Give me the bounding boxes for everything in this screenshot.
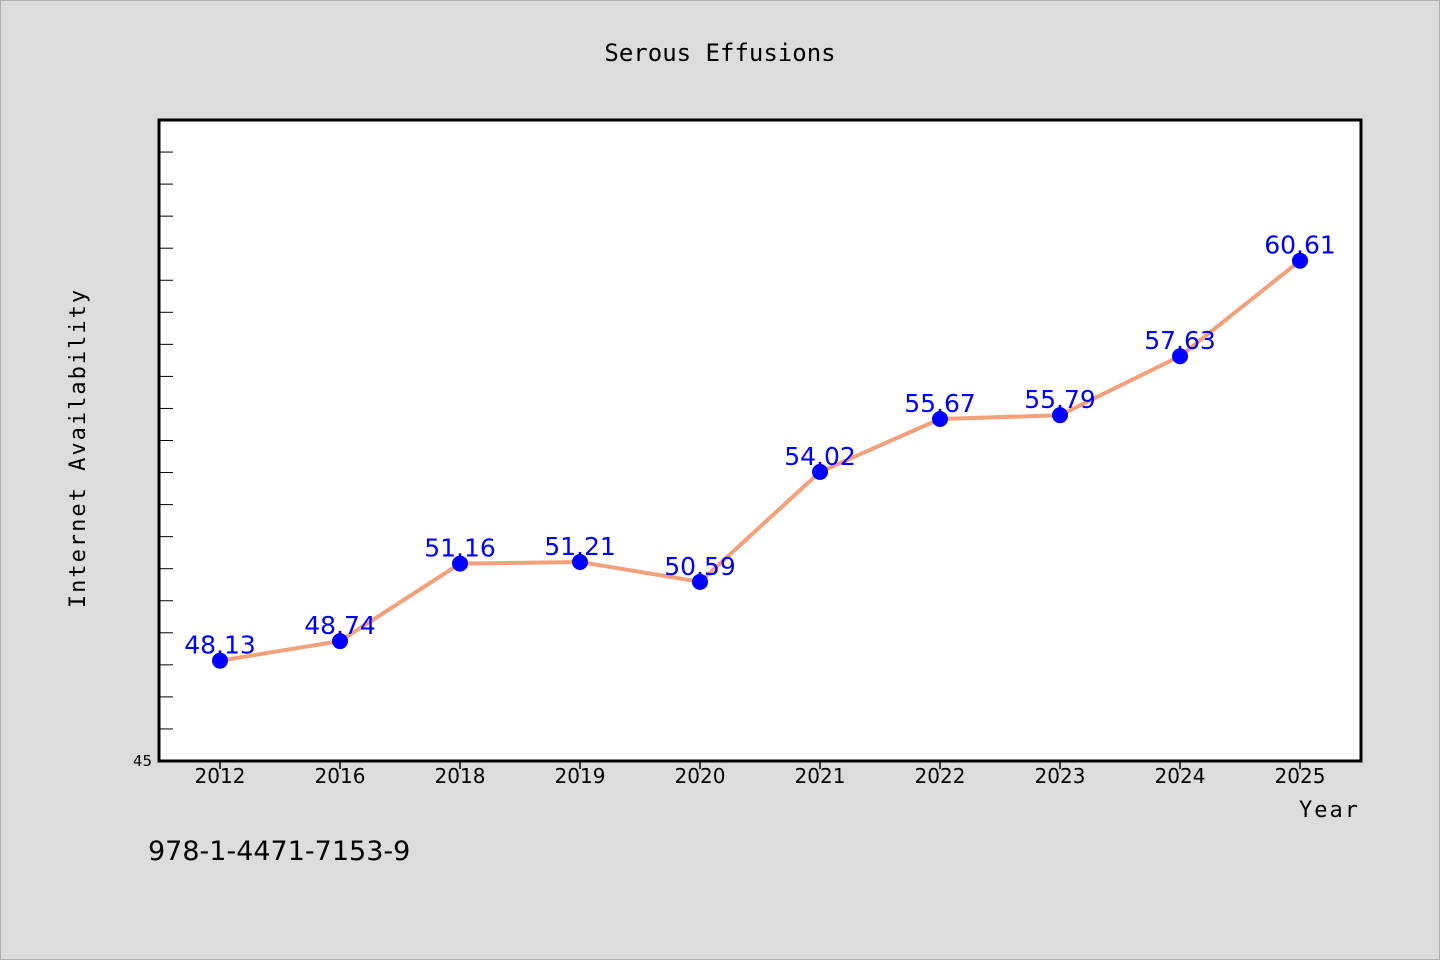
x-tick-label: 2021	[795, 764, 846, 788]
data-label: 60.61	[1264, 231, 1336, 260]
x-tick-label: 2023	[1035, 764, 1086, 788]
y-axis-ticks	[159, 151, 173, 730]
data-label: 48.13	[184, 631, 256, 660]
data-label: 48.74	[304, 611, 376, 640]
data-point	[932, 411, 948, 428]
chart-title: Serous Effusions	[604, 39, 835, 67]
x-tick-label: 2018	[435, 764, 486, 788]
data-point	[1052, 407, 1068, 424]
data-label: 57.63	[1144, 326, 1216, 355]
data-point	[572, 553, 588, 570]
data-label: 54.02	[784, 442, 856, 471]
x-tick-label: 2016	[315, 764, 366, 788]
x-tick-label: 2025	[1275, 764, 1326, 788]
data-point	[1292, 252, 1308, 269]
series-line	[219, 259, 1302, 663]
x-tick-label: 2020	[675, 764, 726, 788]
data-label: 51.21	[544, 532, 616, 561]
data-point	[692, 573, 708, 590]
y-tick-label: 45	[133, 752, 152, 770]
plot-area	[157, 118, 1363, 763]
y-axis-label: Internet Availability	[66, 288, 91, 608]
x-axis-ticks: 2012 2016 2018 2019 2020 2021 2022 2023 2024 2025	[195, 761, 1326, 788]
data-label: 51.16	[424, 534, 496, 563]
data-point	[1172, 348, 1188, 365]
x-axis-label: Year	[1299, 798, 1360, 823]
data-point	[332, 633, 348, 650]
x-tick-label: 2024	[1155, 764, 1206, 788]
data-point	[812, 463, 828, 480]
x-tick-label: 2022	[915, 764, 966, 788]
data-label: 55.79	[1024, 385, 1096, 414]
data-point	[452, 555, 468, 572]
isbn-text: 978-1-4471-7153-9	[148, 836, 411, 867]
x-tick-label: 2019	[555, 764, 606, 788]
data-label: 50.59	[664, 552, 736, 581]
x-tick-label: 2012	[195, 764, 246, 788]
data-point	[212, 652, 228, 669]
series-group: 48.13 48.74 51.16 51.21 50.59 54.02 55.67 55.79…	[184, 231, 1336, 669]
data-label: 55.67	[904, 389, 976, 418]
